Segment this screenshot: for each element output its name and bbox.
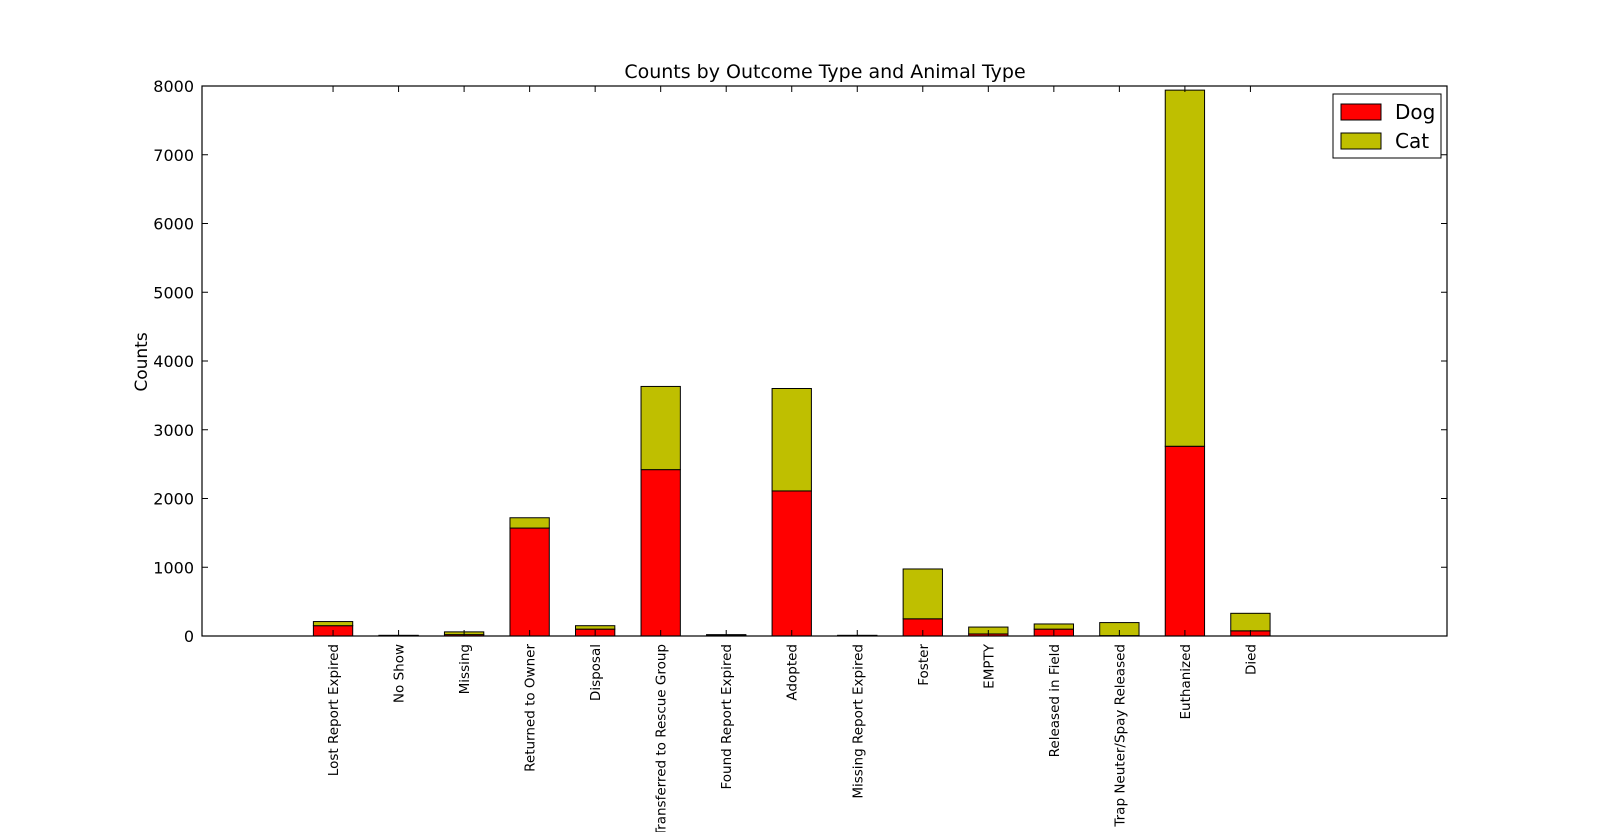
y-tick-label: 2000 <box>153 490 194 509</box>
bars-layer <box>313 90 1270 636</box>
x-tick-label: No Show <box>392 644 408 703</box>
x-tick-label: Lost Report Expired <box>326 644 342 776</box>
chart-title: Counts by Outcome Type and Animal Type <box>624 61 1025 83</box>
x-tick-label: Transferred to Rescue Group <box>654 644 670 832</box>
plot-frame <box>202 86 1447 636</box>
legend: Dog Cat <box>1333 94 1441 158</box>
axes-layer <box>202 86 1447 636</box>
y-tick-label: 3000 <box>153 421 194 440</box>
bar-cat-3 <box>510 518 549 528</box>
bar-cat-5 <box>641 386 680 469</box>
y-tick-label: 0 <box>184 627 194 646</box>
x-tick-label: Disposal <box>588 644 604 701</box>
bar-cat-9 <box>903 569 942 619</box>
x-tick-label: Returned to Owner <box>523 644 539 772</box>
x-tick-label: Trap Neuter/Spay Released <box>1112 644 1128 828</box>
x-tick-label: Foster <box>916 644 932 686</box>
bar-dog-3 <box>510 528 549 636</box>
legend-label-cat: Cat <box>1395 129 1429 153</box>
legend-label-dog: Dog <box>1395 100 1435 124</box>
x-tick-label: Missing Report Expired <box>850 644 866 799</box>
bar-dog-7 <box>772 491 811 636</box>
bar-dog-13 <box>1165 446 1204 636</box>
x-tick-label: Released in Field <box>1047 644 1063 757</box>
bar-dog-5 <box>641 470 680 636</box>
y-tick-label: 6000 <box>153 215 194 234</box>
x-tick-label: Died <box>1243 644 1259 675</box>
x-tick-label: Found Report Expired <box>719 644 735 790</box>
y-tick-label: 5000 <box>153 283 194 302</box>
bar-cat-0 <box>313 622 352 626</box>
y-tick-label: 8000 <box>153 77 194 96</box>
legend-swatch-dog <box>1341 104 1381 120</box>
x-tick-label: Missing <box>457 644 473 694</box>
bar-cat-14 <box>1231 613 1270 631</box>
y-tick-label: 7000 <box>153 146 194 165</box>
x-tick-label: Euthanized <box>1178 644 1194 719</box>
bar-cat-13 <box>1165 90 1204 446</box>
x-tick-label: Adopted <box>785 644 801 701</box>
bar-cat-4 <box>576 626 615 629</box>
y-axis-label: Counts <box>132 332 152 391</box>
bar-cat-11 <box>1034 624 1073 629</box>
legend-swatch-cat <box>1341 133 1381 149</box>
x-tick-label: EMPTY <box>981 643 997 689</box>
y-tick-label: 1000 <box>153 558 194 577</box>
bar-cat-7 <box>772 389 811 491</box>
y-tick-label: 4000 <box>153 352 194 371</box>
